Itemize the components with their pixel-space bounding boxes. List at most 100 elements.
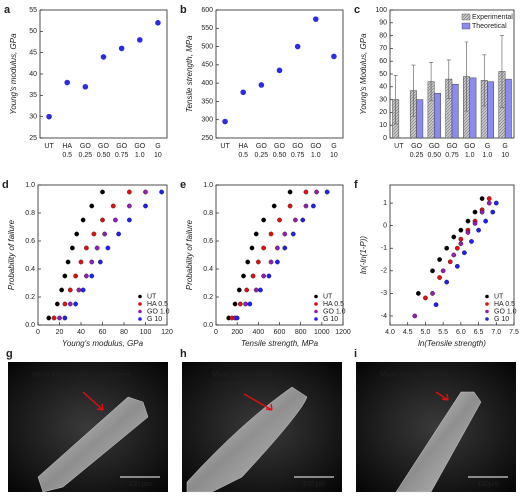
legend-label: HA 0.5 <box>323 301 344 308</box>
legend-swatch <box>461 13 471 21</box>
y-tick-label: 30 <box>379 96 387 103</box>
point <box>249 245 255 251</box>
point <box>51 315 57 321</box>
y-tick-label: 0.8 <box>25 210 35 217</box>
point <box>451 252 457 258</box>
y-tick-label: 550 <box>201 25 213 32</box>
x-tick-label: UT <box>44 143 54 150</box>
point <box>245 259 251 265</box>
x-tick-label: 0 <box>214 329 218 336</box>
panel-label: h <box>180 348 187 360</box>
point <box>54 301 60 307</box>
legend-label: Theoretical <box>472 23 507 30</box>
panel-label: b <box>180 4 187 16</box>
x-axis-label: ln(Tensile strength) <box>418 339 486 348</box>
y-tick-label: 0.6 <box>203 238 213 245</box>
point <box>458 227 464 233</box>
y-tick-label: 1 <box>383 200 387 207</box>
error-bar <box>411 64 416 117</box>
scale-label: 100 µm <box>128 481 152 488</box>
x-tick-label: 400 <box>252 329 264 336</box>
image-background <box>8 362 168 492</box>
x-tick-label: 600 <box>274 329 286 336</box>
point <box>287 203 293 209</box>
point <box>76 287 82 293</box>
legend-marker <box>314 302 318 306</box>
y-tick-label: 500 <box>201 43 213 50</box>
y-tick-label: 1.0 <box>203 182 213 189</box>
x-tick-label: HA 0.5 <box>62 143 72 159</box>
y-tick-label: 20 <box>379 109 387 116</box>
point <box>258 82 265 88</box>
panel-label: f <box>354 179 358 191</box>
scale-label: 100 µm <box>302 481 326 488</box>
point <box>250 273 256 279</box>
y-tick-label: 400 <box>201 80 213 87</box>
point <box>234 315 240 321</box>
point <box>303 203 309 209</box>
point <box>100 54 107 60</box>
point <box>159 189 164 195</box>
y-tick-label: 55 <box>29 7 37 14</box>
point <box>100 189 105 195</box>
error-bar <box>446 59 451 99</box>
y-tick-label: -2 <box>381 268 387 275</box>
point <box>479 209 485 215</box>
legend-marker <box>314 309 318 314</box>
x-tick-label: 1000 <box>314 329 330 336</box>
y-tick-label: 0.6 <box>25 238 35 245</box>
fibre <box>37 396 149 493</box>
y-tick-label: 0.4 <box>25 266 35 273</box>
point <box>483 218 489 224</box>
annotation: Micro-fibrils in the fibre <box>380 371 449 379</box>
point <box>412 313 418 319</box>
y-tick-label: -3 <box>381 290 387 297</box>
y-tick-label: 0.2 <box>203 294 213 301</box>
legend-marker <box>485 309 489 314</box>
x-tick-label: UT <box>220 143 230 150</box>
x-tick-label: 4.5 <box>403 329 413 336</box>
point <box>155 20 161 26</box>
legend-label: G 10 <box>323 316 338 323</box>
legend-label: GO 1.0 <box>494 308 517 315</box>
x-tick-label: 40 <box>77 329 85 336</box>
y-tick-label: 60 <box>379 58 387 65</box>
y-tick-label: 30 <box>29 114 37 121</box>
point <box>94 245 100 251</box>
point <box>458 241 464 247</box>
point <box>136 37 143 43</box>
point <box>430 291 435 296</box>
panel-label: c <box>354 4 360 16</box>
point <box>268 231 274 237</box>
y-tick-label: 300 <box>201 117 213 124</box>
point <box>275 259 280 265</box>
error-bar <box>393 74 398 125</box>
point <box>253 231 259 237</box>
point <box>84 245 89 251</box>
panel-label: g <box>6 348 13 360</box>
x-tick-label: GO 0.50 <box>97 143 111 159</box>
point <box>46 315 52 321</box>
x-tick-label: GO 0.50 <box>273 143 287 159</box>
error-bar <box>499 35 504 108</box>
point <box>271 203 277 209</box>
y-axis-label: ln(-ln(1-P)) <box>359 236 368 275</box>
y-tick-label: -1 <box>381 245 387 252</box>
x-tick-label: 6.0 <box>456 329 466 336</box>
x-tick-label: GO 0.25 <box>410 143 424 159</box>
point <box>469 239 474 244</box>
point <box>73 273 78 279</box>
fibre <box>395 391 482 493</box>
arrow <box>243 393 273 411</box>
x-tick-label: GO 0.50 <box>427 143 441 159</box>
point <box>293 217 298 223</box>
x-tick-label: GO 0.75 <box>115 143 129 159</box>
point <box>440 268 446 274</box>
point <box>74 231 80 237</box>
error-bar <box>429 62 434 102</box>
legend-marker <box>485 317 489 321</box>
x-tick-label: G 1.0 <box>483 143 493 159</box>
y-axis-label: Young's Modulus, GPa <box>359 33 368 115</box>
x-tick-label: G 10 <box>501 143 509 159</box>
y-tick-label: 0.4 <box>203 266 213 273</box>
